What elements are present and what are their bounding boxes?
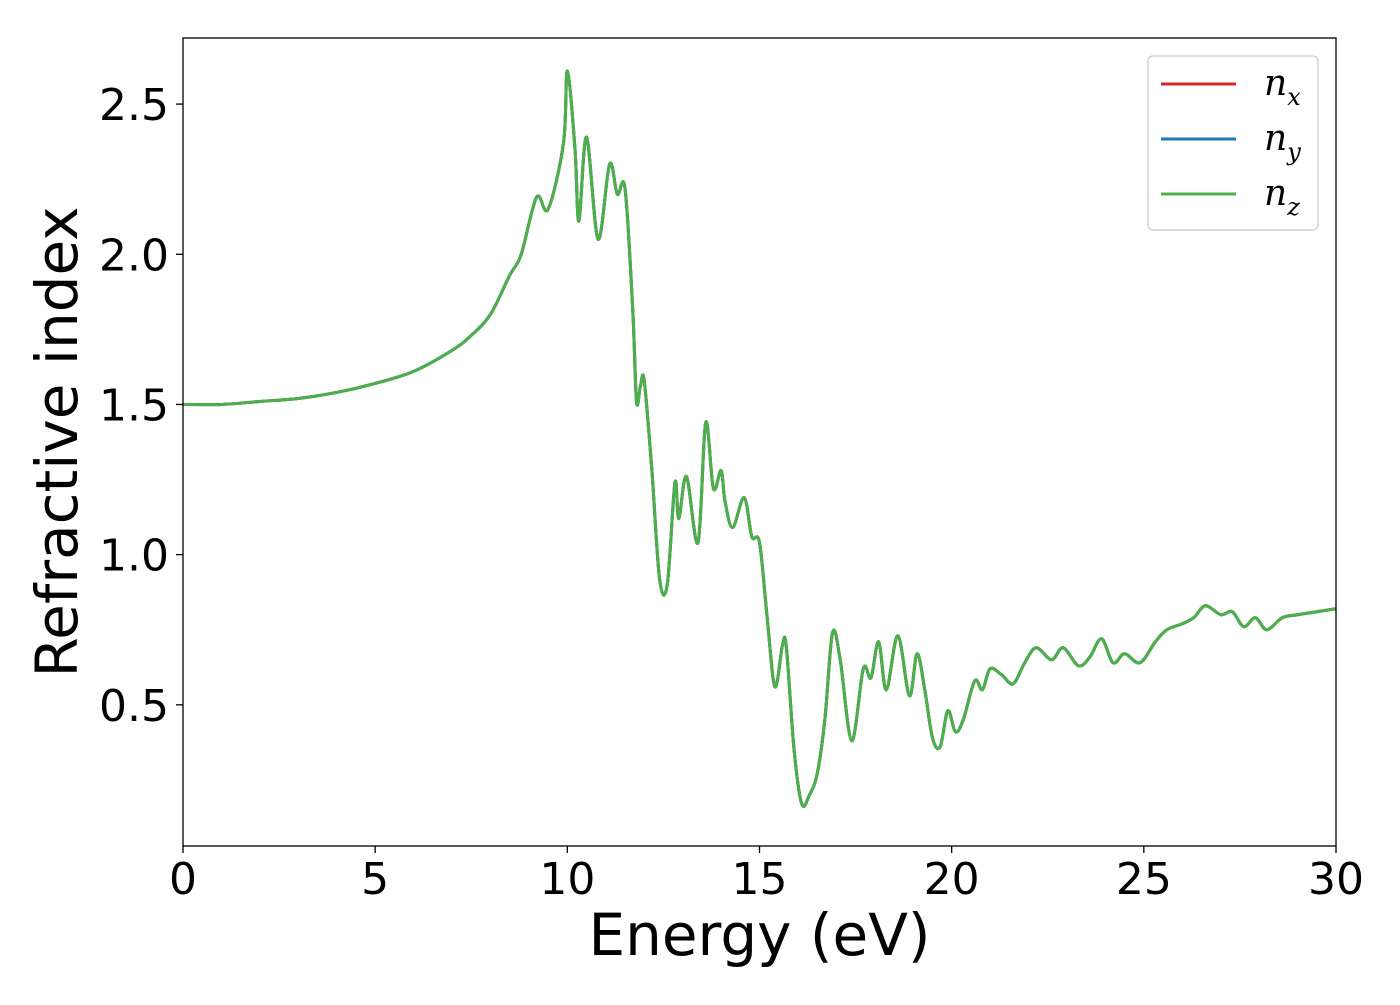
x-axis-title: Energy (eV) — [588, 901, 930, 969]
y-axis: 0.5 1.0 1.5 2.0 2.5 — [99, 80, 183, 732]
x-tick-label: 30 — [1308, 854, 1364, 905]
series-layer — [183, 69, 1336, 808]
x-tick-label: 20 — [924, 854, 980, 905]
y-tick-label: 2.5 — [99, 80, 169, 131]
y-tick-label: 0.5 — [99, 681, 169, 732]
legend-box — [1147, 55, 1319, 231]
y-tick-label: 1.0 — [99, 531, 169, 582]
series-line-n-z — [183, 69, 1336, 808]
x-axis: 0 5 10 15 20 25 30 — [169, 846, 1364, 905]
legend-items: nx ny nz — [1161, 63, 1301, 221]
y-tick-label: 1.5 — [99, 380, 169, 431]
x-tick-label: 5 — [361, 854, 389, 905]
x-tick-label: 0 — [169, 854, 197, 905]
x-tick-label: 25 — [1116, 854, 1172, 905]
legend-label: nz — [1264, 173, 1300, 221]
y-axis-title: Refractive index — [23, 206, 91, 677]
legend: nx ny nz — [1147, 55, 1319, 231]
y-tick-label: 2.0 — [99, 230, 169, 281]
x-tick-label: 15 — [732, 854, 788, 905]
legend-label: ny — [1264, 118, 1301, 166]
x-tick-label: 10 — [539, 854, 595, 905]
legend-label: nx — [1264, 63, 1301, 111]
